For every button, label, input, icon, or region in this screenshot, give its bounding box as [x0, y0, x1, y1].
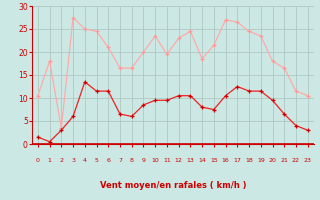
X-axis label: Vent moyen/en rafales ( km/h ): Vent moyen/en rafales ( km/h ) [100, 181, 246, 190]
